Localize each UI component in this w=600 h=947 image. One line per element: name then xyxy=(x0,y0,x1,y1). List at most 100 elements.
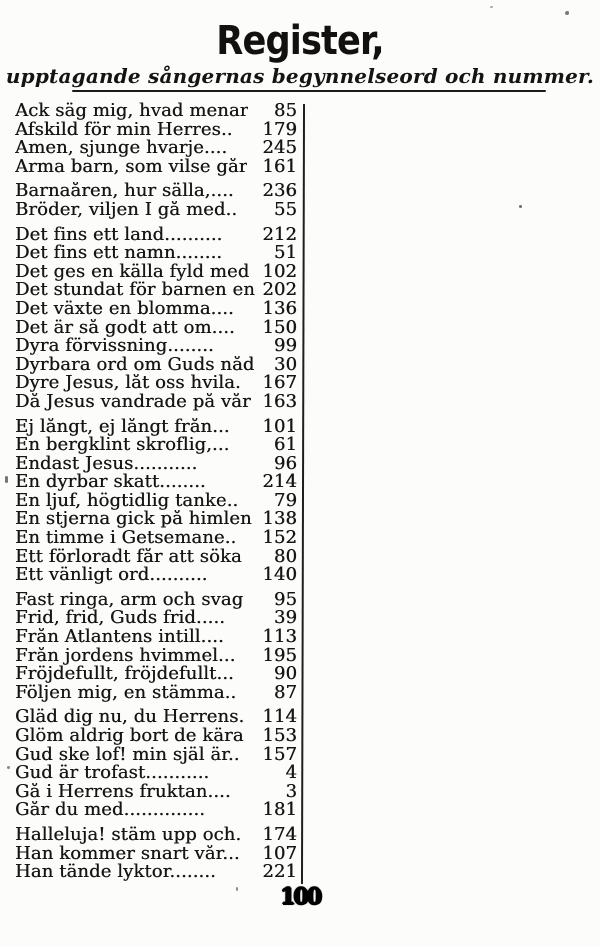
entry-number: 236 xyxy=(262,180,297,202)
entry-number: 157 xyxy=(262,743,297,765)
entry-number: 80 xyxy=(273,545,297,567)
register-entry: Fröjdefullt, fröjdefullt... 90 xyxy=(15,665,297,684)
register-entry: En ljuf, högtidlig tanke.. 79 xyxy=(15,489,297,511)
entry-title: Bröder, viljen I gå med.. xyxy=(15,200,238,220)
register-entry: Det ges en källa fyld med 102 xyxy=(15,262,297,282)
register-entry: Det fins ett namn........ 51 xyxy=(15,244,297,263)
entry-title: Dyra förvissning........ xyxy=(15,337,214,356)
entry-number: 179 xyxy=(262,118,297,140)
register-entry: Barnaåren, hur sälla,.... 236 xyxy=(15,182,297,201)
scan-speck xyxy=(519,205,522,208)
entry-number: 51 xyxy=(273,242,297,264)
entry-title: Dyre Jesus, låt oss hvila. xyxy=(15,374,241,393)
entry-number: 85 xyxy=(273,100,297,121)
register-entry: Då Jesus vandrade på vår 163 xyxy=(15,392,297,412)
register-entry: Halleluja! stäm upp och. 174 xyxy=(15,825,297,845)
entry-number: 221 xyxy=(262,861,297,883)
register-entry: Ej långt, ej långt från... 101 xyxy=(15,415,297,437)
register-list: Ack säg mig, hvad menar 85 Afskild för min… xyxy=(15,100,297,883)
scan-speck xyxy=(490,6,493,8)
entry-title: Det fins ett namn........ xyxy=(15,244,223,263)
register-entry: En dyrbar skatt........ 214 xyxy=(15,473,297,492)
register-entry: Arma barn, som vilse går 161 xyxy=(15,157,297,177)
entry-number: 140 xyxy=(262,564,297,586)
scan-speck xyxy=(236,887,238,891)
entry-number: 90 xyxy=(273,663,297,685)
scan-speck xyxy=(565,11,569,15)
register-entry: Från jordens hvimmel... 195 xyxy=(15,646,297,666)
entry-group: Barnaåren, hur sälla,.... 236 Bröder, vilj… xyxy=(15,182,297,219)
entry-number: 79 xyxy=(273,489,297,511)
entry-number: 181 xyxy=(262,799,297,821)
entry-title: Endast Jesus........... xyxy=(15,454,198,474)
entry-title: En timme i Getsemane.. xyxy=(15,529,237,548)
entry-title: Det växte en blomma.... xyxy=(15,299,234,319)
register-entry: Fast ringa, arm och svag 95 xyxy=(15,588,297,610)
entry-group: Gläd dig nu, du Herrens. 114 Glöm aldrig b… xyxy=(15,708,297,820)
entry-number: 87 xyxy=(273,681,297,703)
entry-number: 152 xyxy=(262,527,297,549)
entry-number: 214 xyxy=(262,471,297,493)
register-entry: Går du med.............. 181 xyxy=(15,801,297,820)
entry-number: 95 xyxy=(273,588,297,610)
entry-title: Ack säg mig, hvad menar xyxy=(15,102,249,121)
entry-number: 4 xyxy=(285,762,297,784)
entry-title: Från Atlantens intill.... xyxy=(15,628,224,647)
entry-title: Han kommer snart vår... xyxy=(15,844,240,864)
register-entry: Dyra förvissning........ 99 xyxy=(15,337,297,356)
register-entry: Det växte en blomma.... 136 xyxy=(15,297,297,319)
entry-title: Han tände lyktor........ xyxy=(15,863,216,882)
register-entry: Det stundat för barnen en 202 xyxy=(15,281,297,300)
entry-title: Ett vänligt ord.......... xyxy=(15,566,208,585)
register-entry: Han kommer snart vår... 107 xyxy=(15,842,297,864)
entry-title: Glöm aldrig bort de kära xyxy=(15,727,244,746)
column-divider-rule xyxy=(300,103,306,885)
entry-number: 202 xyxy=(262,279,297,301)
entry-title: En ljuf, högtidlig tanke.. xyxy=(15,491,239,511)
entry-title: Gå i Herrens fruktan.... xyxy=(15,782,231,802)
entry-number: 61 xyxy=(273,434,297,456)
entry-title: Följen mig, en stämma.. xyxy=(15,683,237,703)
entry-group: Ack säg mig, hvad menar 85 Afskild för min… xyxy=(15,100,297,177)
entry-title: Arma barn, som vilse går xyxy=(15,157,248,177)
entry-title: Det är så godt att om.... xyxy=(15,318,235,338)
entry-number: 55 xyxy=(273,198,297,220)
entry-title: Fast ringa, arm och svag xyxy=(15,590,244,610)
register-entry: Det är så godt att om.... 150 xyxy=(15,318,297,338)
register-entry: En bergklint skroflig,... 61 xyxy=(15,434,297,456)
entry-number: 153 xyxy=(262,725,297,746)
scan-speck xyxy=(5,476,8,483)
scan-speck xyxy=(7,766,10,769)
register-entry: Endast Jesus........... 96 xyxy=(15,452,297,474)
register-entry: En stjerna gick på himlen 138 xyxy=(15,510,297,529)
entry-number: 167 xyxy=(262,372,297,394)
register-entry: Glöm aldrig bort de kära 153 xyxy=(15,725,297,746)
register-entry: Ett vänligt ord.......... 140 xyxy=(15,566,297,585)
entry-number: 107 xyxy=(262,842,297,864)
page-number: 100 xyxy=(280,884,322,910)
register-entry: Dyre Jesus, låt oss hvila. 167 xyxy=(15,374,297,393)
page-title: Register, xyxy=(216,18,384,64)
entry-title: Afskild för min Herres.. xyxy=(15,120,233,140)
entry-title: Fröjdefullt, fröjdefullt... xyxy=(15,665,234,684)
entry-number: 245 xyxy=(262,137,297,159)
entry-group: Det fins ett land.......... 212 Det fins e… xyxy=(15,223,297,412)
register-entry: Gud ske lof! min själ är.. 157 xyxy=(15,743,297,765)
entry-group: Halleluja! stäm upp och. 174 Han kommer sn… xyxy=(15,825,297,883)
entry-number: 136 xyxy=(262,297,297,319)
entry-title: Det stundat för barnen en xyxy=(15,281,255,300)
entry-number: 138 xyxy=(262,508,297,530)
register-entry: Dyrbara ord om Guds nåd 30 xyxy=(15,355,297,375)
entry-title: En bergklint skroflig,... xyxy=(15,436,230,455)
register-entry: Från Atlantens intill.... 113 xyxy=(15,627,297,647)
register-entry: Ack säg mig, hvad menar 85 xyxy=(15,100,297,121)
entry-title: Gläd dig nu, du Herrens. xyxy=(15,708,245,727)
entry-title: En stjerna gick på himlen xyxy=(15,510,252,530)
page-subtitle: upptagande sångernas begynnelseord och n… xyxy=(5,64,595,88)
entry-number: 96 xyxy=(273,452,297,474)
entry-number: 101 xyxy=(262,415,297,437)
entry-number: 212 xyxy=(262,223,297,245)
entry-title: Amen, sjunge hvarje.... xyxy=(15,139,228,158)
register-entry: Frid, frid, Guds frid..... 39 xyxy=(15,609,297,628)
